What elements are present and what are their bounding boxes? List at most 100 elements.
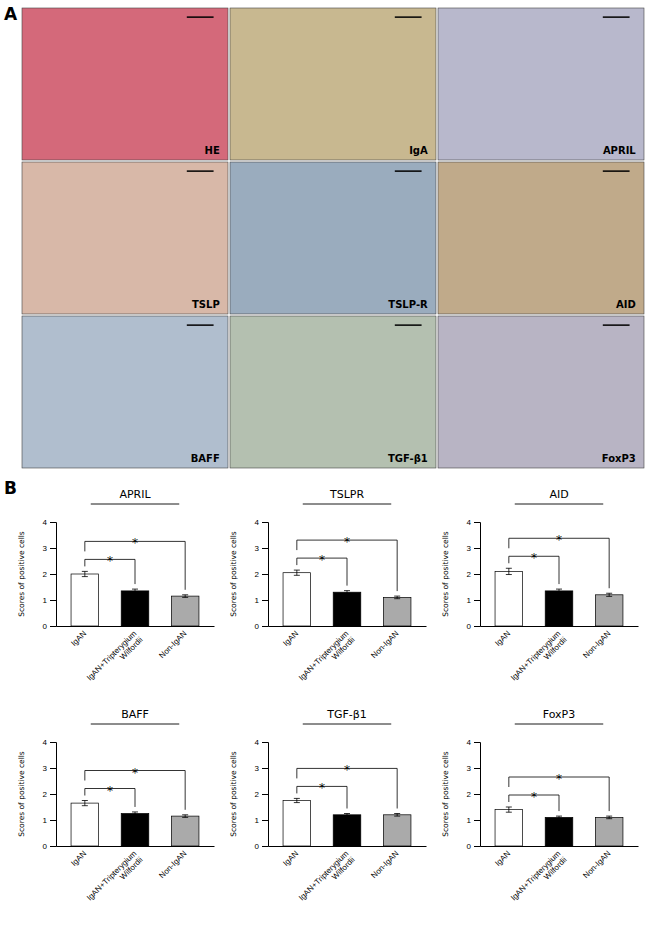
significance-label: *	[531, 790, 537, 804]
y-tick-label: 3	[43, 544, 48, 553]
tile-group: APRIL	[438, 8, 644, 160]
annotations: **	[85, 536, 185, 589]
y-tick-mark	[474, 626, 480, 627]
y-tick-mark	[50, 626, 56, 627]
x-tick-label: Non-IgAN	[157, 629, 188, 660]
x-axis: IgANIgAN+TripterygiumWilfordiiNon-IgAN	[57, 626, 215, 689]
bar-chart: 01234IgANIgAN+TripterygiumWilfordiiNon-I…	[229, 488, 427, 689]
y-axis: 01234	[255, 738, 269, 851]
y-tick-label: 1	[255, 596, 260, 605]
x-tick: IgAN	[281, 846, 300, 868]
tile-group: AID	[438, 162, 644, 314]
error-bar	[132, 812, 138, 815]
y-tick: 3	[467, 544, 480, 553]
tile-label: APRIL	[603, 145, 636, 156]
y-tick-label: 1	[43, 596, 48, 605]
tile-group: TSLP-R	[230, 162, 436, 314]
y-tick: 3	[43, 544, 56, 553]
tile-label: TSLP-R	[388, 299, 428, 310]
y-axis-title: Scores of positive cells	[441, 531, 450, 617]
plot-area: 01234IgANIgAN+TripterygiumWilfordiiNon-I…	[467, 518, 639, 689]
y-axis: 01234	[255, 518, 269, 631]
y-tick-label: 4	[43, 518, 48, 527]
y-tick-label: 0	[255, 842, 260, 851]
y-tick-label: 4	[467, 518, 472, 527]
axis-line	[481, 626, 639, 627]
tile-group: FoxP3	[438, 316, 644, 468]
y-axis: 01234	[467, 518, 481, 631]
tile-label: HE	[205, 145, 220, 156]
y-tick: 4	[467, 518, 480, 527]
significance-label: *	[531, 551, 537, 565]
error-bar	[394, 814, 400, 817]
bar-chart: 01234IgANIgAN+TripterygiumWilfordiiNon-I…	[229, 708, 427, 909]
y-tick-mark	[474, 522, 480, 523]
chart-title: AID	[549, 488, 568, 501]
x-tick-label: IgAN	[493, 849, 512, 868]
y-axis-title: Scores of positive cells	[441, 751, 450, 837]
bar-chart: 01234IgANIgAN+TripterygiumWilfordiiNon-I…	[441, 708, 639, 909]
scale-bar	[603, 324, 630, 326]
axis-line	[269, 626, 427, 627]
x-axis: IgANIgAN+TripterygiumWilfordiiNon-IgAN	[269, 846, 427, 909]
bar-chart: 01234IgANIgAN+TripterygiumWilfordiiNon-I…	[17, 488, 215, 689]
x-tick: Non-IgAN	[581, 846, 612, 880]
tile	[230, 162, 436, 314]
significance-label: *	[132, 766, 138, 780]
bar	[171, 596, 199, 626]
x-tick-label: Non-IgAN	[369, 629, 400, 660]
y-tick: 4	[255, 518, 268, 527]
bar	[383, 815, 411, 846]
chart-title: TSLPR	[329, 488, 364, 501]
y-axis-title: Scores of positive cells	[17, 751, 26, 837]
y-tick-mark	[474, 846, 480, 847]
y-tick-mark	[262, 820, 268, 821]
y-axis: 01234	[467, 738, 481, 851]
x-tick: Non-IgAN	[369, 846, 400, 880]
x-tick-label: IgAN+TripterygiumWilfordii	[509, 849, 569, 909]
x-tick-label: IgAN	[493, 629, 512, 648]
bar	[545, 591, 573, 626]
error-bar	[82, 571, 88, 576]
bar	[595, 595, 623, 626]
y-tick-label: 4	[255, 518, 260, 527]
plot-area: 01234IgANIgAN+TripterygiumWilfordiiNon-I…	[467, 738, 639, 909]
bar-chart: 01234IgANIgAN+TripterygiumWilfordiiNon-I…	[17, 708, 215, 909]
x-axis: IgANIgAN+TripterygiumWilfordiiNon-IgAN	[57, 846, 215, 909]
tile	[22, 8, 228, 160]
marks	[495, 807, 623, 846]
y-tick: 1	[467, 596, 480, 605]
y-tick-mark	[262, 548, 268, 549]
significance-label: *	[107, 554, 113, 568]
y-tick-label: 2	[43, 790, 48, 799]
tile	[438, 162, 644, 314]
bar	[545, 817, 573, 846]
y-tick-label: 0	[467, 842, 472, 851]
x-tick: Non-IgAN	[157, 846, 188, 880]
y-tick-mark	[50, 820, 56, 821]
y-tick-label: 3	[467, 544, 472, 553]
x-axis: IgANIgAN+TripterygiumWilfordiiNon-IgAN	[481, 626, 639, 689]
axis-line	[474, 743, 481, 847]
y-tick: 1	[467, 816, 480, 825]
x-tick-label: IgAN	[69, 629, 88, 648]
tile-label: TGF-β1	[388, 453, 428, 464]
y-tick-label: 4	[467, 738, 472, 747]
error-bar	[344, 814, 350, 817]
tile	[230, 8, 436, 160]
x-tick: IgAN	[493, 846, 512, 868]
y-tick-label: 0	[43, 842, 48, 851]
x-tick-label: IgAN	[281, 849, 300, 868]
y-tick-mark	[262, 768, 268, 769]
scale-bar	[187, 16, 214, 18]
plot-area: 01234IgANIgAN+TripterygiumWilfordiiNon-I…	[43, 518, 215, 689]
significance-label: *	[556, 772, 562, 786]
y-tick-label: 2	[43, 570, 48, 579]
y-tick: 2	[255, 790, 268, 799]
error-bar	[294, 798, 300, 802]
title-underline	[303, 504, 391, 505]
plot-area: 01234IgANIgAN+TripterygiumWilfordiiNon-I…	[255, 518, 427, 689]
significance-label: *	[344, 763, 350, 777]
y-tick: 1	[43, 596, 56, 605]
axis-line	[481, 846, 639, 847]
